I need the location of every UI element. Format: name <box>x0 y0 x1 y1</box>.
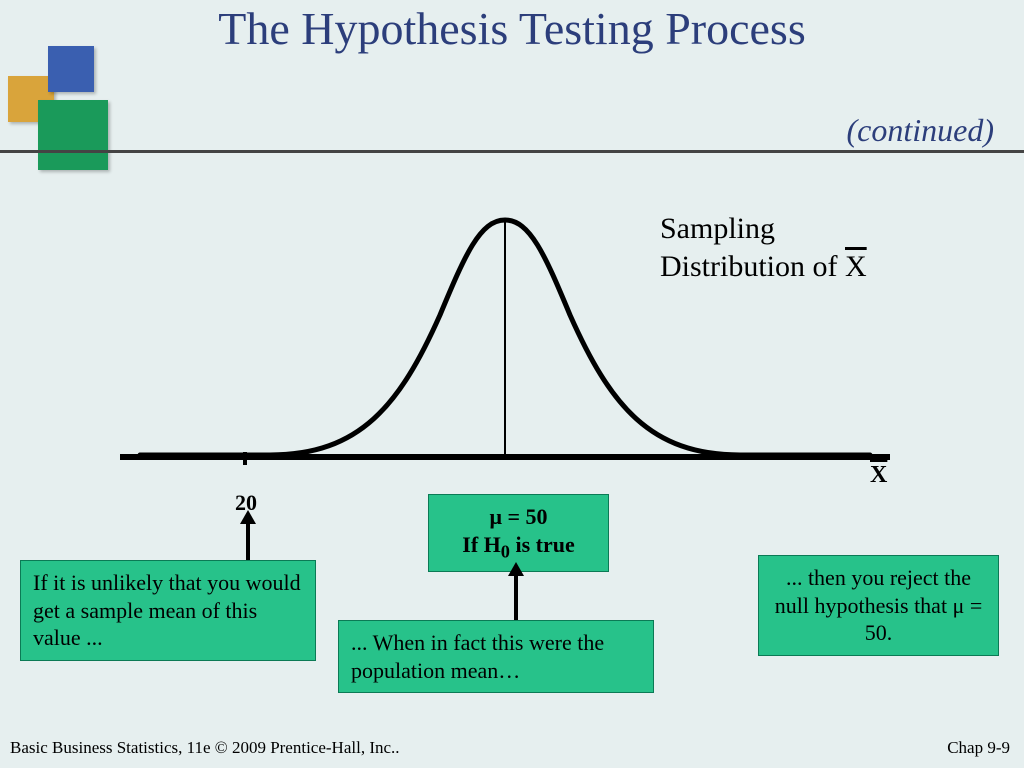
axis-xbar: X <box>870 462 887 488</box>
axis-x-label: X <box>870 462 887 489</box>
mu-box: μ = 50 If H0 is true <box>428 494 609 572</box>
unlikely-text: If it is unlikely that you would get a s… <box>33 570 301 650</box>
unlikely-box: If it is unlikely that you would get a s… <box>20 560 316 661</box>
mu-line2-pre: If H <box>462 532 501 557</box>
population-box: ... When in fact this were the populatio… <box>338 620 654 693</box>
slide-root: The Hypothesis Testing Process (continue… <box>0 0 1024 768</box>
decor-square-green <box>38 100 108 170</box>
footer-left: Basic Business Statistics, 11e © 2009 Pr… <box>10 738 400 758</box>
arrow-up-mu-icon <box>506 562 526 620</box>
mu-line2-sub: 0 <box>501 541 510 561</box>
title-divider <box>0 150 1024 153</box>
continued-label: (continued) <box>847 112 995 149</box>
footer-right: Chap 9-9 <box>947 738 1010 758</box>
mu-line2-tail: is true <box>510 532 575 557</box>
mu-line1: μ = 50 <box>489 504 547 529</box>
arrow-up-20-icon <box>238 510 258 560</box>
reject-text: ... then you reject the null hypothesis … <box>775 565 983 645</box>
reject-box: ... then you reject the null hypothesis … <box>758 555 999 656</box>
bell-curve <box>110 205 900 485</box>
population-text: ... When in fact this were the populatio… <box>351 630 604 683</box>
slide-title: The Hypothesis Testing Process <box>0 5 1024 53</box>
